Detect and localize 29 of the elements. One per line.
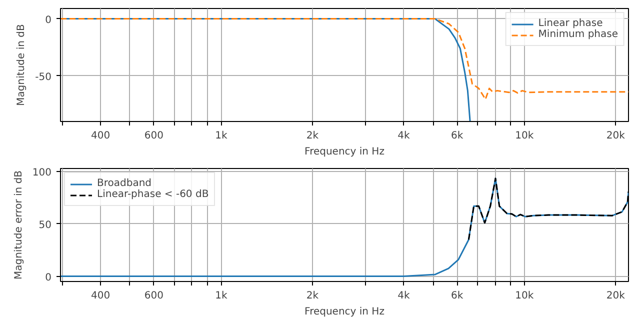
x-tick-label: 10k	[515, 130, 534, 142]
x-tick-label: 600	[144, 130, 164, 142]
y-axis-title: Magnitude error in dB	[13, 170, 24, 280]
y-tick-label: 0	[45, 272, 52, 284]
y-tick-label: 50	[38, 220, 52, 231]
x-tick-label: 4k	[398, 290, 410, 302]
x-tick-label: 10k	[515, 290, 534, 302]
y-tick-label: 100	[32, 168, 52, 179]
x-tick-label: 400	[91, 130, 110, 142]
x-tick-label: 600	[144, 290, 164, 302]
y-tick-label: -50	[35, 72, 52, 83]
x-axis-title: Frequency in Hz	[304, 306, 384, 318]
x-axis-title: Frequency in Hz	[304, 146, 384, 158]
legend-label: Linear-phase < -60 dB	[97, 189, 209, 200]
x-tick-label: 20k	[606, 290, 626, 302]
x-tick-label: 2k	[306, 290, 319, 302]
legend-label: Linear phase	[538, 18, 603, 29]
x-tick-label: 4k	[398, 130, 410, 142]
x-tick-label: 2k	[306, 130, 319, 142]
x-tick-label: 400	[91, 290, 110, 302]
legend-label: Minimum phase	[538, 29, 618, 40]
x-tick-label: 1k	[215, 130, 228, 142]
x-tick-label: 6k	[451, 130, 464, 142]
y-axis-title: Magnitude in dB	[16, 24, 28, 106]
x-tick-label: 6k	[451, 290, 464, 302]
y-tick-label: 0	[45, 14, 52, 26]
x-tick-label: 1k	[215, 290, 228, 302]
legend-label: Broadband	[97, 178, 152, 189]
x-tick-label: 20k	[606, 130, 626, 142]
